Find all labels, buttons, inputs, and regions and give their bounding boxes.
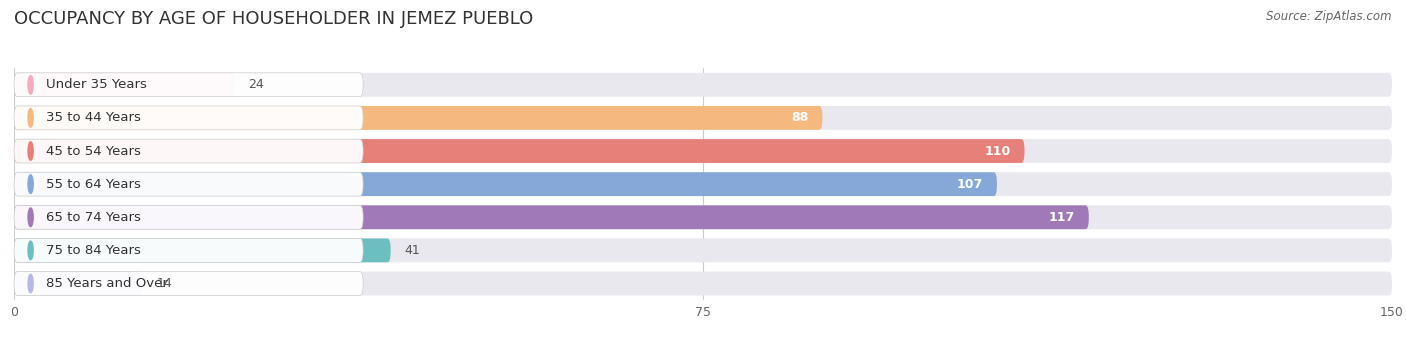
- FancyBboxPatch shape: [14, 73, 363, 97]
- Circle shape: [28, 274, 34, 293]
- FancyBboxPatch shape: [14, 106, 1392, 130]
- FancyBboxPatch shape: [14, 271, 142, 295]
- FancyBboxPatch shape: [14, 106, 823, 130]
- Text: 35 to 44 Years: 35 to 44 Years: [46, 112, 141, 124]
- Text: 55 to 64 Years: 55 to 64 Years: [46, 178, 141, 191]
- Text: OCCUPANCY BY AGE OF HOUSEHOLDER IN JEMEZ PUEBLO: OCCUPANCY BY AGE OF HOUSEHOLDER IN JEMEZ…: [14, 10, 533, 28]
- Text: Under 35 Years: Under 35 Years: [46, 78, 148, 91]
- FancyBboxPatch shape: [14, 205, 363, 229]
- FancyBboxPatch shape: [14, 205, 1392, 229]
- FancyBboxPatch shape: [14, 271, 1392, 295]
- Text: 75 to 84 Years: 75 to 84 Years: [46, 244, 141, 257]
- FancyBboxPatch shape: [14, 205, 1088, 229]
- Text: Source: ZipAtlas.com: Source: ZipAtlas.com: [1267, 10, 1392, 23]
- Text: 88: 88: [792, 112, 808, 124]
- FancyBboxPatch shape: [14, 172, 1392, 196]
- FancyBboxPatch shape: [14, 238, 363, 262]
- Circle shape: [28, 175, 34, 193]
- FancyBboxPatch shape: [14, 139, 1025, 163]
- Text: 85 Years and Over: 85 Years and Over: [46, 277, 169, 290]
- FancyBboxPatch shape: [14, 172, 363, 196]
- FancyBboxPatch shape: [14, 73, 235, 97]
- Circle shape: [28, 208, 34, 226]
- FancyBboxPatch shape: [14, 271, 363, 295]
- Text: 117: 117: [1049, 211, 1076, 224]
- Text: 110: 110: [984, 145, 1011, 158]
- Text: 65 to 74 Years: 65 to 74 Years: [46, 211, 141, 224]
- Circle shape: [28, 241, 34, 260]
- FancyBboxPatch shape: [14, 238, 1392, 262]
- Circle shape: [28, 142, 34, 160]
- FancyBboxPatch shape: [14, 172, 997, 196]
- FancyBboxPatch shape: [14, 73, 1392, 97]
- Text: 41: 41: [405, 244, 420, 257]
- Circle shape: [28, 75, 34, 94]
- Text: 24: 24: [249, 78, 264, 91]
- Text: 107: 107: [957, 178, 983, 191]
- FancyBboxPatch shape: [14, 106, 363, 130]
- Text: 14: 14: [156, 277, 172, 290]
- FancyBboxPatch shape: [14, 238, 391, 262]
- FancyBboxPatch shape: [14, 139, 1392, 163]
- Circle shape: [28, 109, 34, 127]
- FancyBboxPatch shape: [14, 139, 363, 163]
- Text: 45 to 54 Years: 45 to 54 Years: [46, 145, 141, 158]
